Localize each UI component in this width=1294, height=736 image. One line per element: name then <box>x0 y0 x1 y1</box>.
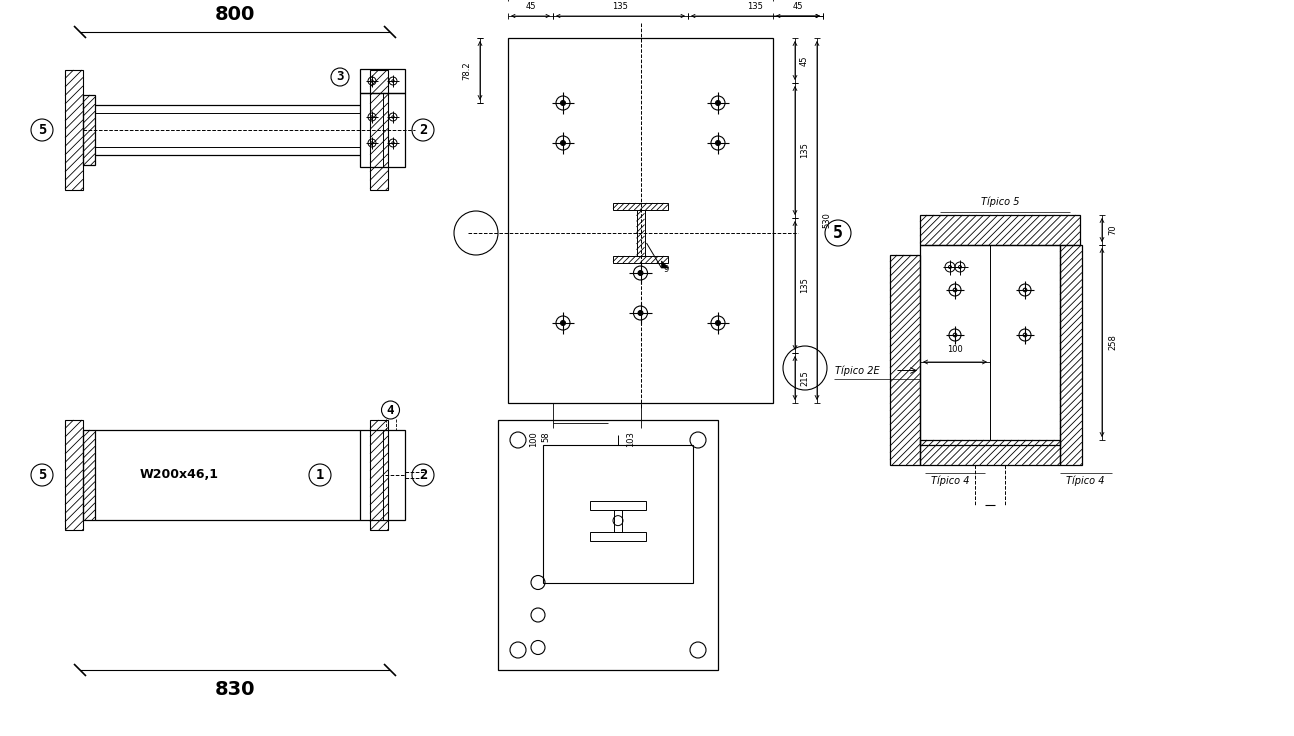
Bar <box>890 255 920 465</box>
Bar <box>920 215 1080 245</box>
Text: 5: 5 <box>833 224 842 242</box>
Polygon shape <box>661 261 669 268</box>
Bar <box>370 70 388 190</box>
Bar <box>509 38 773 403</box>
Text: 3: 3 <box>336 71 344 83</box>
Text: W200x46,1: W200x46,1 <box>140 469 219 481</box>
Bar <box>83 430 94 520</box>
Bar <box>920 440 1060 465</box>
Bar <box>83 95 94 165</box>
Circle shape <box>560 141 565 146</box>
Bar <box>65 70 83 190</box>
Bar <box>65 420 83 530</box>
Text: 800: 800 <box>215 5 255 24</box>
Circle shape <box>560 101 565 105</box>
Text: 5: 5 <box>38 468 47 482</box>
Text: 45: 45 <box>793 2 804 11</box>
Text: 103: 103 <box>626 431 635 447</box>
Circle shape <box>560 321 565 325</box>
Bar <box>360 93 405 167</box>
Text: 5: 5 <box>38 123 47 137</box>
Text: Típico 4: Típico 4 <box>930 475 969 486</box>
Bar <box>498 420 718 670</box>
Text: 100: 100 <box>529 431 538 447</box>
Bar <box>360 430 405 520</box>
Text: 58: 58 <box>541 431 550 442</box>
Text: Típico 5: Típico 5 <box>981 197 1020 207</box>
Bar <box>613 509 622 531</box>
Text: 530: 530 <box>822 213 831 228</box>
Text: 135: 135 <box>800 277 809 294</box>
Text: 135: 135 <box>800 143 809 158</box>
Bar <box>920 245 1060 445</box>
Text: 2: 2 <box>419 468 427 482</box>
Circle shape <box>638 271 643 275</box>
Text: 78.2: 78.2 <box>462 61 471 79</box>
Text: Típico 4: Típico 4 <box>1066 475 1104 486</box>
Circle shape <box>638 311 643 316</box>
Bar <box>613 203 668 210</box>
Text: 258: 258 <box>1108 335 1117 350</box>
Text: 4: 4 <box>387 403 395 417</box>
Text: 135: 135 <box>748 2 763 11</box>
Text: 830: 830 <box>215 680 255 699</box>
Text: 135: 135 <box>612 2 629 11</box>
Text: 9: 9 <box>664 265 669 274</box>
Bar <box>590 500 646 509</box>
Circle shape <box>716 101 721 105</box>
Circle shape <box>716 321 721 325</box>
Text: 2: 2 <box>419 123 427 137</box>
Bar <box>360 69 405 93</box>
Bar <box>370 420 388 530</box>
Bar <box>590 531 646 541</box>
Text: 1: 1 <box>316 468 325 482</box>
Text: 70: 70 <box>1108 224 1117 236</box>
Bar <box>613 256 668 263</box>
Bar <box>637 210 644 256</box>
Circle shape <box>716 141 721 146</box>
Text: 215: 215 <box>800 370 809 386</box>
Text: 45: 45 <box>800 55 809 66</box>
Text: Típico 2E: Típico 2E <box>836 365 880 376</box>
Bar <box>543 445 694 582</box>
Bar <box>1060 245 1082 465</box>
Text: 100: 100 <box>947 345 963 354</box>
Text: 45: 45 <box>525 2 536 11</box>
